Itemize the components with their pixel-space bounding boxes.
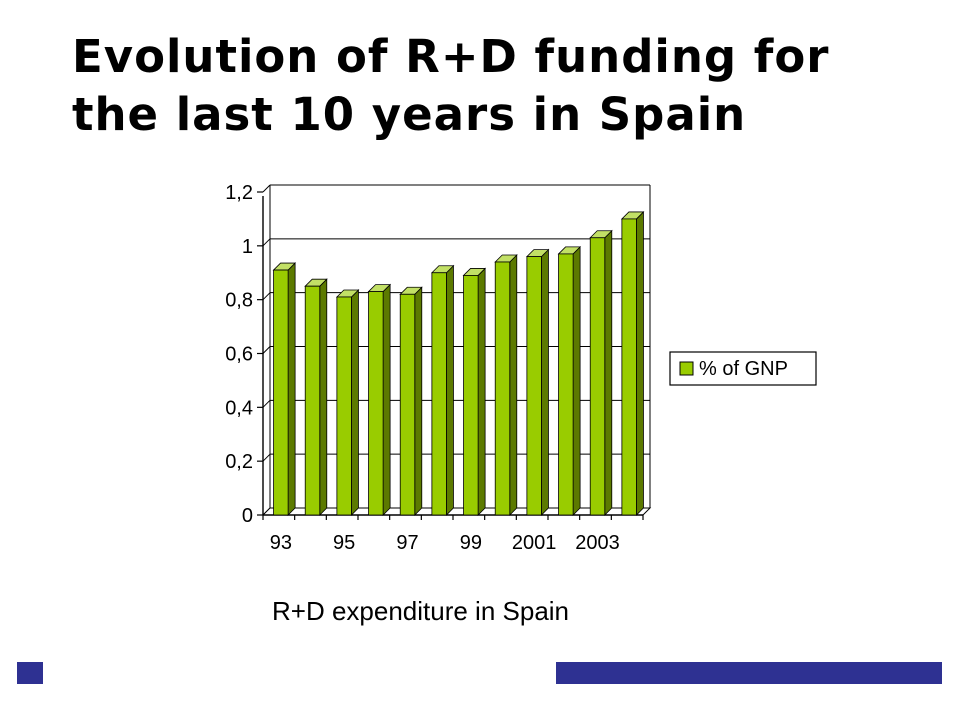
bar-front	[558, 253, 574, 516]
bar	[525, 248, 550, 516]
x-tick-label: 2003	[575, 532, 620, 554]
bars	[272, 210, 645, 516]
chart-caption: R+D expenditure in Spain	[272, 596, 570, 626]
axes	[257, 185, 652, 520]
x-tick-label: 93	[270, 532, 292, 554]
bar-front	[304, 285, 321, 516]
bar	[399, 286, 423, 516]
bar-side	[446, 264, 454, 516]
legend-swatch	[679, 361, 694, 376]
bar-side	[414, 286, 423, 516]
bar-side	[319, 278, 328, 516]
bar-side	[636, 210, 644, 516]
gridline-depth	[262, 184, 271, 193]
footer-accent-square	[17, 662, 43, 684]
bar-side	[572, 245, 581, 516]
bar-front	[463, 275, 479, 516]
gridline-depth	[262, 238, 271, 247]
bar-front	[494, 261, 511, 516]
bar-front	[431, 272, 447, 516]
bar-side	[351, 289, 359, 516]
bar	[304, 278, 328, 516]
gridline-depth	[262, 346, 271, 354]
bar-side	[287, 262, 296, 516]
x-tick-labels: 93 95 97 99 2001 2003	[270, 532, 620, 554]
x-tick-label: 95	[333, 532, 355, 554]
y-tick-label: 1	[242, 236, 253, 258]
bar	[272, 262, 297, 516]
bar	[335, 289, 360, 516]
y-tick-label: 0,2	[225, 451, 253, 473]
x-tick-label: 2001	[512, 532, 556, 554]
gridline-depth	[262, 399, 271, 408]
bar	[589, 229, 613, 516]
y-tick-label: 0,6	[225, 344, 253, 366]
bar-front	[621, 218, 637, 516]
x-tick-label: 97	[396, 532, 418, 554]
bar-chart: 0 0,2 0,4 0,6 0,8 1 1,2 93 95 97 99 2001 2003 % of …	[225, 182, 817, 554]
y-tick-label: 1,2	[225, 182, 253, 204]
legend: % of GNP	[669, 351, 817, 386]
y-tick-label: 0,4	[225, 397, 253, 419]
slide-title: Evolution of R+D funding for the last 10…	[72, 28, 932, 144]
bar	[462, 267, 487, 516]
bar	[430, 264, 455, 516]
bar-front	[589, 237, 606, 516]
bar	[557, 245, 582, 516]
gridline-depth	[262, 453, 271, 462]
bar-side	[382, 283, 391, 516]
bar	[367, 283, 392, 516]
bar	[620, 210, 645, 516]
bar-front	[336, 296, 352, 516]
x-tick-label: 99	[460, 532, 482, 554]
y-tick-label: 0,8	[225, 290, 253, 312]
bar-front	[399, 293, 416, 516]
y-tick-label: 0	[242, 505, 253, 527]
bar	[494, 254, 518, 516]
bar-front	[526, 256, 542, 516]
bar-side	[477, 267, 486, 516]
title-line-1: Evolution of R+D funding for	[72, 30, 830, 83]
gridline-depth	[262, 292, 271, 301]
legend-label: % of GNP	[699, 358, 788, 380]
bar-front	[273, 269, 289, 516]
bar-side	[604, 229, 613, 516]
title-line-2: the last 10 years in Spain	[72, 88, 747, 141]
bar-front	[368, 291, 384, 516]
footer-accent-bar	[556, 662, 942, 684]
bar-side	[541, 248, 549, 516]
grid-lines	[262, 184, 650, 516]
y-tick-labels: 0 0,2 0,4 0,6 0,8 1 1,2	[225, 182, 253, 527]
bar-side	[509, 254, 518, 516]
legend-box	[669, 351, 817, 386]
